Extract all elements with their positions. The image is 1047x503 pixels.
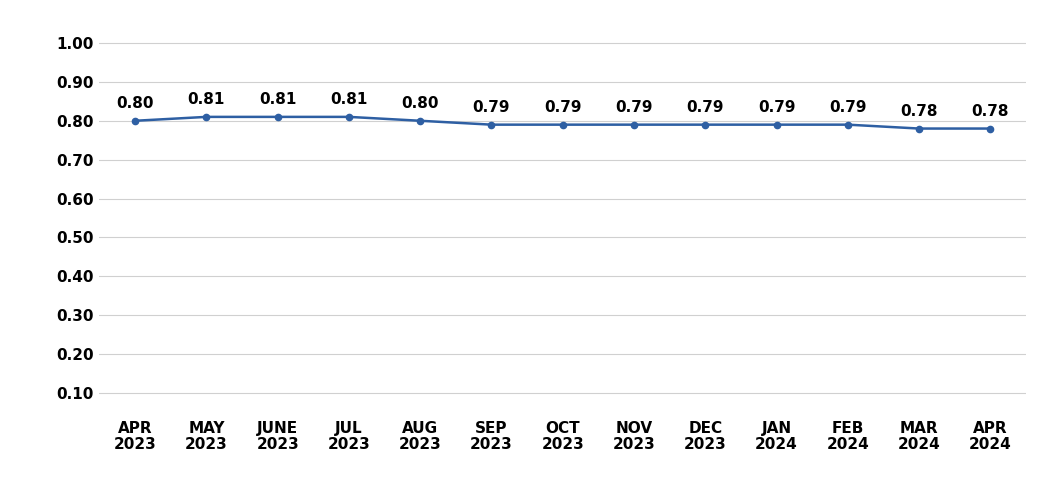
Text: 0.79: 0.79 — [473, 100, 510, 115]
Text: 0.81: 0.81 — [330, 92, 367, 107]
Text: 0.81: 0.81 — [259, 92, 296, 107]
Text: 0.79: 0.79 — [687, 100, 725, 115]
Text: 0.79: 0.79 — [829, 100, 867, 115]
Text: 0.81: 0.81 — [187, 92, 225, 107]
Text: 0.79: 0.79 — [544, 100, 581, 115]
Text: 0.80: 0.80 — [401, 96, 439, 111]
Text: 0.78: 0.78 — [972, 104, 1009, 119]
Text: 0.79: 0.79 — [616, 100, 652, 115]
Text: 0.79: 0.79 — [758, 100, 796, 115]
Text: 0.78: 0.78 — [900, 104, 938, 119]
Text: 0.80: 0.80 — [116, 96, 154, 111]
